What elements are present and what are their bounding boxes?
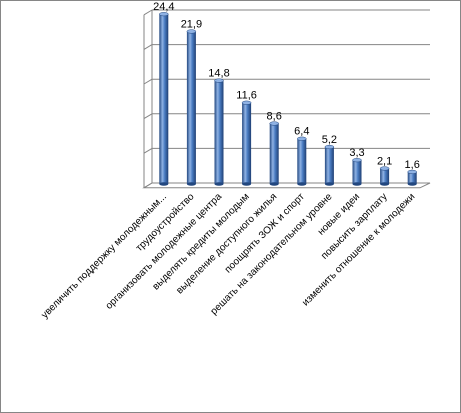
bar <box>379 166 390 186</box>
bar-value-label: 24,4 <box>153 1 174 13</box>
category-label: увеличить поддержку молодежным... <box>39 191 168 320</box>
bar-value-label: 8,6 <box>267 110 282 122</box>
bar <box>214 78 224 186</box>
category-labels: увеличить поддержку молодежным...трудоус… <box>39 191 417 321</box>
chart-floor <box>142 182 431 189</box>
bar-series <box>159 12 417 186</box>
bar-value-label: 21,9 <box>181 18 202 30</box>
bar <box>297 136 307 186</box>
gridline-side <box>143 147 153 154</box>
value-labels: 24,4 21,9 14,8 11,6 8,6 6,4 5,2 3,3 2,1 1,6 <box>153 1 420 171</box>
gridline-side <box>143 78 153 85</box>
bar <box>159 12 169 186</box>
bar-value-label: 3,3 <box>349 147 364 159</box>
bar-value-label: 5,2 <box>322 134 337 146</box>
bar-value-label: 1,6 <box>405 159 420 171</box>
bar <box>186 29 197 186</box>
bar <box>407 169 417 186</box>
bar-value-label: 6,4 <box>294 126 309 138</box>
bar-value-label: 11,6 <box>236 90 257 102</box>
gridline-side <box>143 9 153 16</box>
category-label: организовать молодежные центра <box>104 191 225 312</box>
gridline-side <box>143 113 153 120</box>
bar-value-label: 2,1 <box>377 155 392 167</box>
gridline-side <box>143 44 153 50</box>
bar-value-label: 14,8 <box>208 68 229 80</box>
bar <box>241 100 252 186</box>
bar <box>269 121 279 186</box>
bar <box>324 144 335 186</box>
bar <box>352 158 362 186</box>
